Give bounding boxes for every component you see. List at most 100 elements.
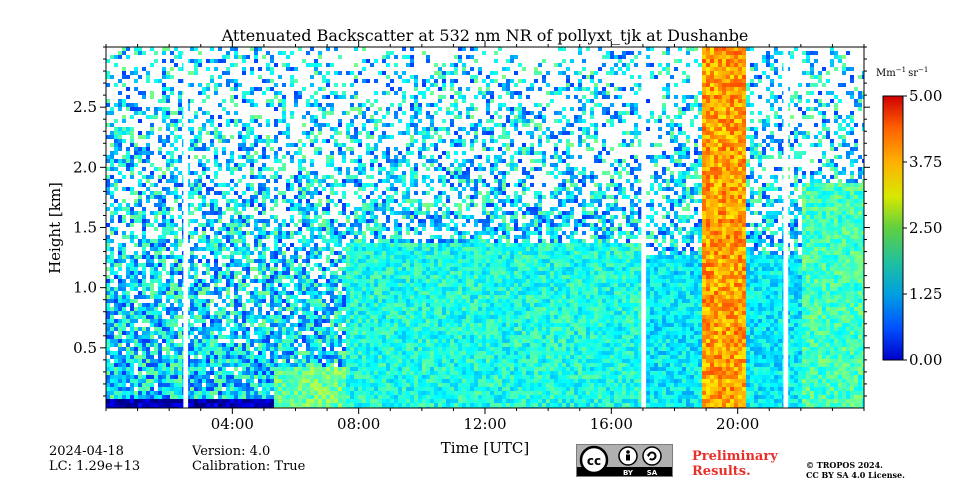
- heatmap-cell: [218, 139, 222, 143]
- heatmap-cell: [206, 203, 210, 207]
- heatmap-cell: [226, 231, 230, 235]
- heatmap-cell: [434, 227, 438, 231]
- heatmap-cell: [386, 391, 390, 395]
- heatmap-cell: [134, 143, 138, 147]
- heatmap-cell: [390, 367, 394, 371]
- heatmap-cell: [386, 147, 390, 151]
- heatmap-cell: [278, 327, 282, 331]
- heatmap-cell: [118, 131, 122, 135]
- heatmap-cell: [146, 371, 150, 375]
- heatmap-cell: [350, 307, 354, 311]
- heatmap-cell: [282, 343, 286, 347]
- heatmap-cell: [238, 83, 242, 87]
- heatmap-cell: [110, 391, 114, 395]
- heatmap-cell: [170, 219, 174, 223]
- heatmap-cell: [214, 399, 218, 403]
- heatmap-cell: [382, 91, 386, 95]
- heatmap-cell: [406, 303, 410, 307]
- heatmap-cell: [402, 383, 406, 387]
- heatmap-cell: [350, 319, 354, 323]
- heatmap-cell: [134, 47, 138, 51]
- heatmap-cell: [402, 79, 406, 83]
- heatmap-cell: [402, 199, 406, 203]
- heatmap-cell: [338, 307, 342, 311]
- heatmap-cell: [178, 243, 182, 247]
- heatmap-cell: [314, 71, 318, 75]
- heatmap-cell: [282, 315, 286, 319]
- heatmap-cell: [310, 371, 314, 375]
- heatmap-cell: [106, 371, 110, 375]
- heatmap-cell: [150, 391, 154, 395]
- heatmap-cell: [242, 203, 246, 207]
- heatmap-cell: [346, 363, 350, 367]
- heatmap-cell: [346, 395, 350, 399]
- heatmap-cell: [250, 291, 254, 295]
- heatmap-cell: [438, 235, 442, 239]
- heatmap-cell: [194, 147, 198, 151]
- heatmap-cell: [226, 335, 230, 339]
- heatmap-cell: [370, 395, 374, 399]
- heatmap-cell: [274, 387, 278, 391]
- heatmap-cell: [310, 355, 314, 359]
- heatmap-cell: [402, 399, 406, 403]
- heatmap-cell: [362, 259, 366, 263]
- heatmap-cell: [374, 243, 378, 247]
- heatmap-cell: [334, 183, 338, 187]
- heatmap-cell: [302, 323, 306, 327]
- heatmap-cell: [158, 387, 162, 391]
- heatmap-cell: [294, 363, 298, 367]
- heatmap-cell: [306, 183, 310, 187]
- heatmap-cell: [194, 47, 198, 51]
- heatmap-cell: [390, 259, 394, 263]
- heatmap-cell: [418, 147, 422, 151]
- heatmap-cell: [126, 47, 130, 51]
- heatmap-cell: [382, 203, 386, 207]
- heatmap-cell: [350, 331, 354, 335]
- heatmap-cell: [106, 255, 110, 259]
- heatmap-cell: [314, 403, 318, 407]
- heatmap-cell: [422, 251, 426, 255]
- heatmap-cell: [146, 239, 150, 243]
- heatmap-cell: [302, 355, 306, 359]
- heatmap-cell: [354, 211, 358, 215]
- heatmap-cell: [438, 71, 442, 75]
- heatmap-cell: [366, 147, 370, 151]
- heatmap-cell: [170, 307, 174, 311]
- heatmap-cell: [426, 299, 430, 303]
- heatmap-cell: [142, 227, 146, 231]
- heatmap-cell: [390, 195, 394, 199]
- heatmap-cell: [206, 287, 210, 291]
- heatmap-cell: [106, 111, 110, 115]
- heatmap-cell: [350, 103, 354, 107]
- heatmap-cell: [138, 291, 142, 295]
- heatmap-cell: [418, 363, 422, 367]
- heatmap-cell: [134, 191, 138, 195]
- heatmap-cell: [170, 275, 174, 279]
- heatmap-cell: [398, 347, 402, 351]
- heatmap-cell: [386, 243, 390, 247]
- heatmap-cell: [190, 231, 194, 235]
- heatmap-cell: [402, 183, 406, 187]
- heatmap-cell: [122, 127, 126, 131]
- heatmap-cell: [294, 207, 298, 211]
- heatmap-cell: [130, 339, 134, 343]
- heatmap-cell: [114, 319, 118, 323]
- heatmap-cell: [218, 275, 222, 279]
- heatmap-cell: [362, 231, 366, 235]
- heatmap-cell: [126, 147, 130, 151]
- heatmap-cell: [158, 135, 162, 139]
- heatmap-cell: [322, 363, 326, 367]
- heatmap-cell: [134, 391, 138, 395]
- heatmap-cell: [234, 391, 238, 395]
- heatmap-cell: [262, 187, 266, 191]
- heatmap-cell: [370, 175, 374, 179]
- heatmap-cell: [162, 175, 166, 179]
- heatmap-cell: [410, 371, 414, 375]
- heatmap-cell: [358, 299, 362, 303]
- heatmap-cell: [130, 263, 134, 267]
- heatmap-cell: [406, 63, 410, 67]
- heatmap-cell: [234, 55, 238, 59]
- heatmap-cell: [130, 299, 134, 303]
- heatmap-cell: [382, 403, 386, 407]
- heatmap-cell: [282, 103, 286, 107]
